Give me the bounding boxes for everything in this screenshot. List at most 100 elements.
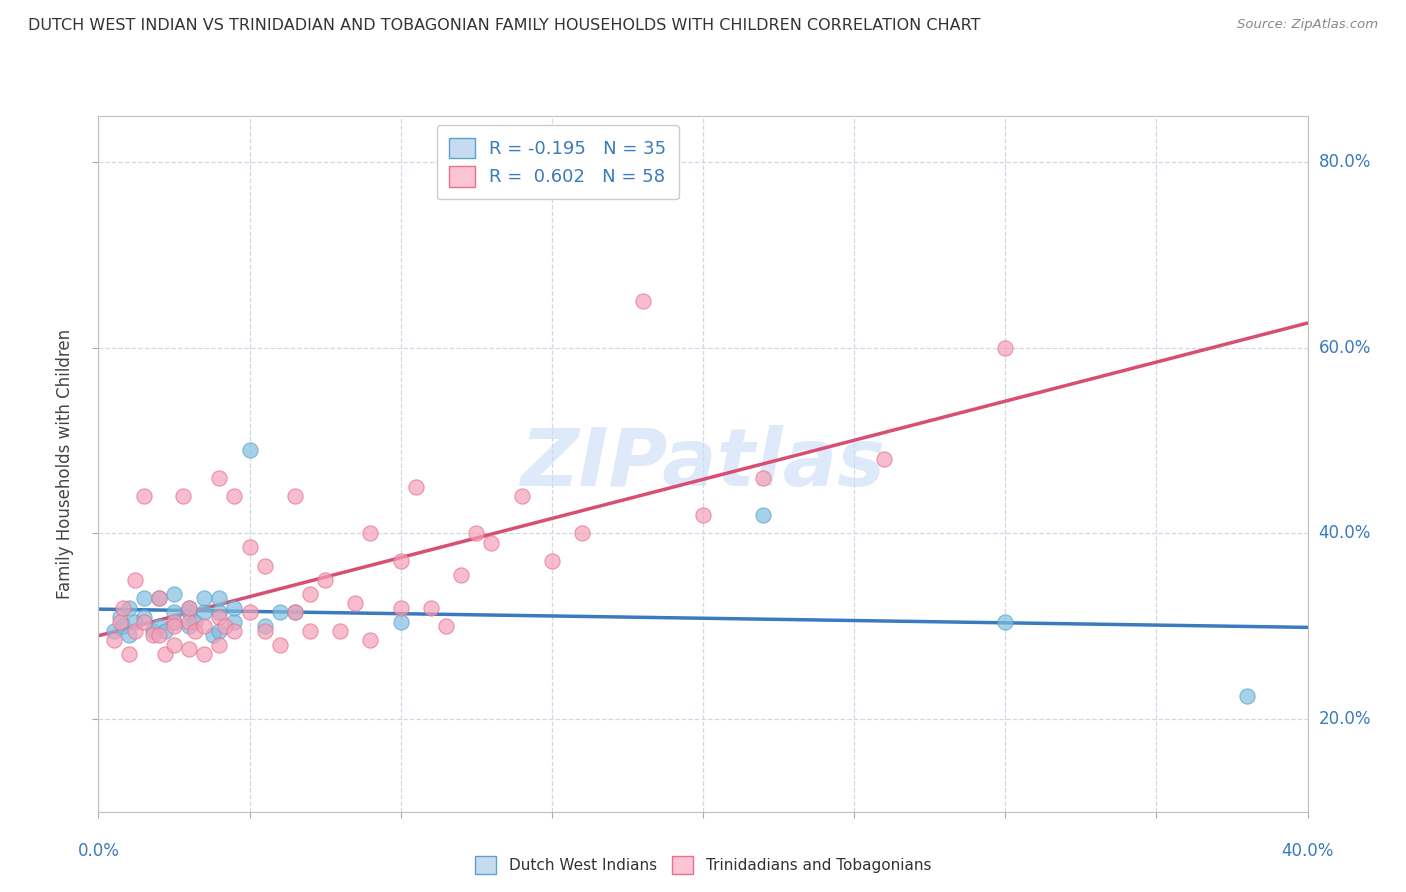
Point (172, 489, 194, 503)
Point (873, 452, 896, 467)
Point (153, 624, 176, 638)
Text: ZIPatlas: ZIPatlas (520, 425, 886, 503)
Point (124, 615, 146, 629)
Point (299, 624, 322, 638)
Legend: Dutch West Indians, Trinidadians and Tobagonians: Dutch West Indians, Trinidadians and Tob… (468, 850, 938, 880)
Point (208, 638, 231, 652)
Point (314, 573, 336, 587)
Point (752, 471, 775, 485)
Point (752, 508, 775, 522)
Point (118, 600, 141, 615)
Point (224, 489, 246, 503)
Point (253, 558, 276, 573)
Text: 80.0%: 80.0% (1319, 153, 1371, 171)
Point (177, 615, 201, 629)
Point (224, 624, 246, 638)
Point (132, 489, 155, 503)
Point (208, 605, 231, 619)
Point (224, 600, 246, 615)
Point (132, 610, 155, 624)
Point (389, 600, 412, 615)
Point (124, 624, 146, 638)
Point (148, 619, 170, 633)
Text: 40.0%: 40.0% (1319, 524, 1371, 542)
Point (202, 628, 225, 642)
Point (208, 624, 231, 638)
Point (540, 554, 562, 568)
Point (163, 615, 186, 629)
Point (389, 554, 412, 568)
Text: Source: ZipAtlas.com: Source: ZipAtlas.com (1237, 18, 1378, 31)
Point (994, 615, 1017, 629)
Point (177, 642, 201, 657)
Point (142, 624, 165, 638)
Point (360, 526, 382, 541)
Point (163, 638, 186, 652)
Point (132, 615, 155, 629)
Point (329, 624, 352, 638)
Text: 0.0%: 0.0% (77, 842, 120, 860)
Point (1236, 689, 1258, 703)
Point (163, 615, 186, 629)
Point (163, 605, 186, 619)
Point (108, 610, 131, 624)
Point (465, 526, 488, 541)
Legend: R = -0.195   N = 35, R =  0.602   N = 58: R = -0.195 N = 35, R = 0.602 N = 58 (437, 125, 679, 199)
Point (111, 619, 134, 633)
Point (994, 341, 1017, 355)
Point (450, 568, 472, 582)
Point (177, 600, 201, 615)
Y-axis label: Family Households with Children: Family Households with Children (56, 329, 75, 599)
Point (208, 610, 231, 624)
Point (103, 633, 125, 648)
Point (284, 605, 307, 619)
Point (224, 615, 246, 629)
Point (360, 633, 382, 648)
Point (108, 615, 131, 629)
Point (434, 619, 457, 633)
Point (148, 628, 170, 642)
Point (269, 605, 291, 619)
Point (239, 442, 262, 457)
Point (510, 489, 533, 503)
Point (193, 619, 215, 633)
Point (631, 294, 654, 309)
Point (163, 587, 186, 601)
Text: 60.0%: 60.0% (1319, 339, 1371, 357)
Point (193, 647, 215, 661)
Point (193, 591, 215, 606)
Point (214, 619, 236, 633)
Point (177, 600, 201, 615)
Point (239, 541, 262, 555)
Point (208, 591, 231, 606)
Point (148, 591, 170, 606)
Text: 40.0%: 40.0% (1281, 842, 1334, 860)
Point (177, 605, 201, 619)
Point (124, 573, 146, 587)
Point (184, 624, 207, 638)
Point (253, 624, 276, 638)
Point (481, 535, 503, 549)
Point (239, 605, 262, 619)
Point (103, 624, 125, 638)
Point (132, 591, 155, 606)
Point (193, 605, 215, 619)
Point (208, 471, 231, 485)
Point (284, 605, 307, 619)
Text: 20.0%: 20.0% (1319, 710, 1371, 728)
Point (571, 526, 593, 541)
Point (389, 615, 412, 629)
Point (142, 628, 165, 642)
Point (118, 628, 141, 642)
Point (184, 615, 207, 629)
Point (284, 489, 307, 503)
Point (153, 647, 176, 661)
Point (405, 480, 427, 494)
Point (344, 596, 367, 610)
Point (118, 647, 141, 661)
Point (163, 619, 186, 633)
Point (419, 600, 441, 615)
Point (148, 591, 170, 606)
Point (299, 587, 322, 601)
Point (177, 619, 201, 633)
